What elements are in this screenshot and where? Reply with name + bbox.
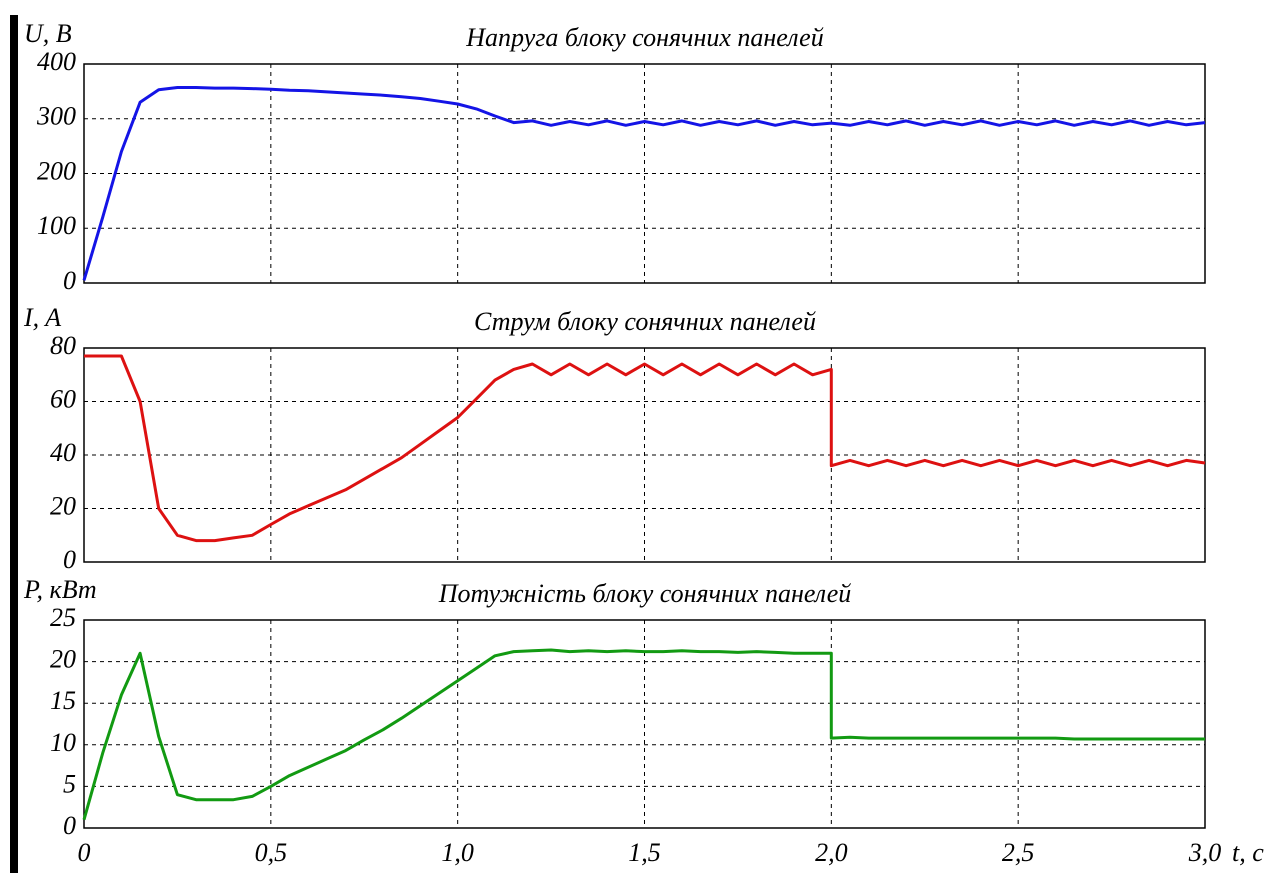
y-tick-label: 5 (63, 769, 76, 798)
chart-title: Напруга блоку сонячних панелей (465, 23, 823, 52)
chart-title: Потужність блоку сонячних панелей (438, 579, 852, 608)
y-tick-label: 60 (50, 384, 76, 413)
data-line (82, 86, 1206, 281)
chart-title: Струм блоку сонячних панелей (474, 307, 816, 336)
y-tick-label: 15 (50, 686, 76, 715)
y-tick-label: 20 (50, 645, 76, 674)
y-tick-label: 400 (37, 47, 76, 76)
data-line (82, 648, 1205, 821)
y-axis-label: P, кВт (23, 575, 97, 604)
y-tick-label: 10 (50, 728, 76, 757)
y-axis-label: U, B (24, 19, 72, 48)
y-axis-label: I, A (23, 303, 61, 332)
x-tick-label: 1,5 (628, 838, 661, 867)
y-tick-label: 80 (50, 331, 76, 360)
y-tick-label: 0 (63, 811, 76, 840)
x-axis-label: t, c (1232, 838, 1264, 867)
y-tick-label: 20 (50, 491, 76, 520)
side-bar (10, 15, 18, 873)
y-tick-label: 0 (63, 266, 76, 295)
y-tick-label: 300 (36, 102, 76, 131)
data-line (84, 354, 1206, 543)
y-tick-label: 200 (37, 156, 76, 185)
y-tick-label: 25 (50, 603, 76, 632)
x-tick-label: 0 (78, 838, 91, 867)
x-tick-label: 2,0 (815, 838, 848, 867)
y-tick-label: 100 (37, 211, 76, 240)
x-tick-label: 3,0 (1188, 838, 1222, 867)
x-tick-label: 0,5 (255, 838, 288, 867)
y-tick-label: 40 (50, 438, 76, 467)
y-tick-label: 0 (63, 545, 76, 574)
x-tick-label: 1,0 (441, 838, 474, 867)
x-tick-label: 2,5 (1002, 838, 1035, 867)
